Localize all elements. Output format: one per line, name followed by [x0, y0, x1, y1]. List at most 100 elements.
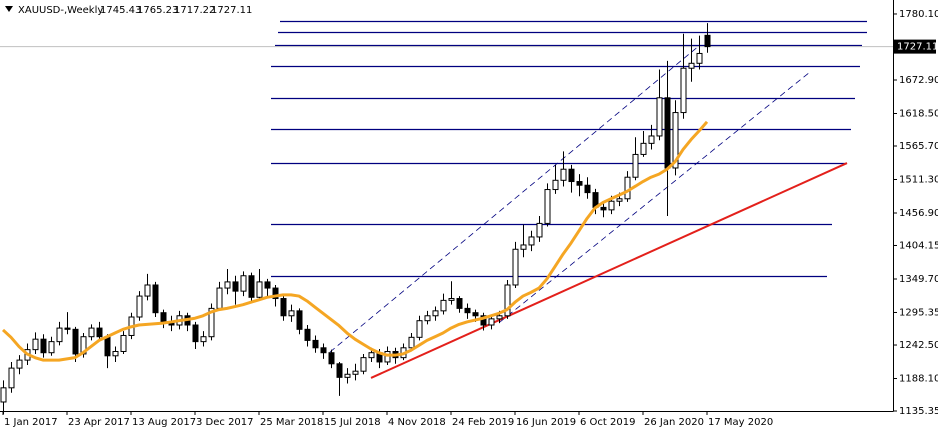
ohlc-high: 1765.23 [137, 5, 178, 16]
candle-body [240, 275, 247, 292]
candle-body [584, 184, 591, 194]
candle-body [680, 67, 687, 114]
candle-body [264, 281, 271, 289]
x-tick-label: 24 Feb 2019 [452, 417, 514, 428]
x-tick-label: 17 May 2020 [708, 417, 773, 428]
candle-body [296, 310, 303, 330]
collapse-arrow[interactable] [5, 6, 13, 12]
y-tick-label: 1404.15 [899, 240, 938, 251]
candle-body [384, 350, 391, 363]
candle-body [288, 310, 295, 317]
candle-body [136, 295, 143, 318]
ohlc-close: 1727.11 [211, 5, 252, 16]
x-tick-label: 6 Oct 2019 [580, 417, 635, 428]
x-tick-label: 23 Apr 2017 [68, 417, 130, 428]
candle-body [344, 373, 351, 378]
candle-body [256, 281, 263, 298]
candle-body [152, 284, 159, 314]
candle-body [8, 367, 15, 389]
y-tick-label: 1349.70 [899, 274, 938, 285]
candle-body [480, 315, 487, 326]
candle-body [304, 328, 311, 341]
candle-body [272, 287, 279, 300]
x-tick-label: 25 Mar 2018 [260, 417, 323, 428]
candle-body [528, 236, 535, 246]
candle-body [320, 347, 327, 354]
candle-body [440, 299, 447, 312]
current-price-label: 1727.11 [897, 42, 938, 53]
candle-body [568, 168, 575, 183]
candle-body [328, 352, 335, 365]
x-tick-label: 16 Jun 2019 [516, 417, 576, 428]
y-tick-label: 1672.90 [899, 75, 938, 86]
moving-average [1, 120, 709, 362]
candle-body [120, 334, 127, 352]
candle-body [160, 312, 167, 323]
candle-body [280, 298, 287, 317]
candle-body [312, 339, 319, 349]
candle-body [224, 281, 231, 289]
candle-body [616, 198, 623, 202]
candle-body [456, 298, 463, 309]
candle-body [704, 34, 711, 48]
candle-body [536, 222, 543, 238]
candle-body [360, 357, 367, 372]
candle-body [504, 284, 511, 317]
candle-body [64, 327, 71, 330]
candle-body [192, 324, 199, 343]
x-tick-label: 4 Nov 2018 [388, 417, 446, 428]
candle-body [448, 298, 455, 301]
y-tick-label: 1618.50 [899, 108, 938, 119]
channel-lines [329, 44, 811, 353]
candle-body [688, 62, 695, 69]
candle-body [232, 281, 239, 292]
candle-body [96, 327, 103, 338]
candle-body [216, 287, 223, 309]
candle-body [32, 338, 39, 351]
candle-body [512, 248, 519, 286]
y-tick-label: 1135.35 [899, 406, 938, 417]
y-tick-label: 1565.70 [899, 141, 938, 152]
candle-body [144, 284, 151, 297]
candle-body [488, 318, 495, 326]
candle-body [696, 52, 703, 64]
candle-body [208, 307, 215, 338]
candle-body [368, 352, 375, 359]
candle-body [200, 336, 207, 343]
y-tick-label: 1780.10 [899, 9, 938, 20]
candle-body [88, 327, 95, 338]
candle-body [408, 336, 415, 349]
candle-body [336, 363, 343, 378]
candle-body [496, 315, 503, 320]
plot [0, 20, 893, 415]
candle-body [352, 370, 359, 375]
x-tick-label: 26 Jan 2020 [644, 417, 704, 428]
candle-body [624, 176, 631, 200]
candle-body [672, 112, 679, 169]
candle-body [112, 350, 119, 357]
current-price-box [894, 39, 936, 54]
candle-body [72, 328, 79, 355]
candle-body [40, 338, 47, 354]
candle-body [472, 312, 479, 317]
candle-body [56, 327, 63, 343]
candle-body [416, 320, 423, 338]
candle-body [432, 310, 439, 317]
x-tick-label: 13 Aug 2017 [132, 417, 196, 428]
ohlc-open: 1745.43 [100, 5, 141, 16]
ohlc-low: 1717.22 [174, 5, 215, 16]
y-tick-label: 1511.30 [899, 174, 938, 185]
x-tick-label: 15 Jul 2018 [324, 417, 381, 428]
candle-body [640, 142, 647, 155]
candle-body [656, 97, 663, 137]
x-tick-label: 1 Jan 2017 [4, 417, 58, 428]
candle-body [248, 275, 255, 298]
y-tick-label: 1242.50 [899, 340, 938, 351]
candle-body [576, 181, 583, 186]
candle-body [560, 168, 567, 181]
y-tick-label: 1456.90 [899, 208, 938, 219]
trendline [370, 162, 848, 379]
